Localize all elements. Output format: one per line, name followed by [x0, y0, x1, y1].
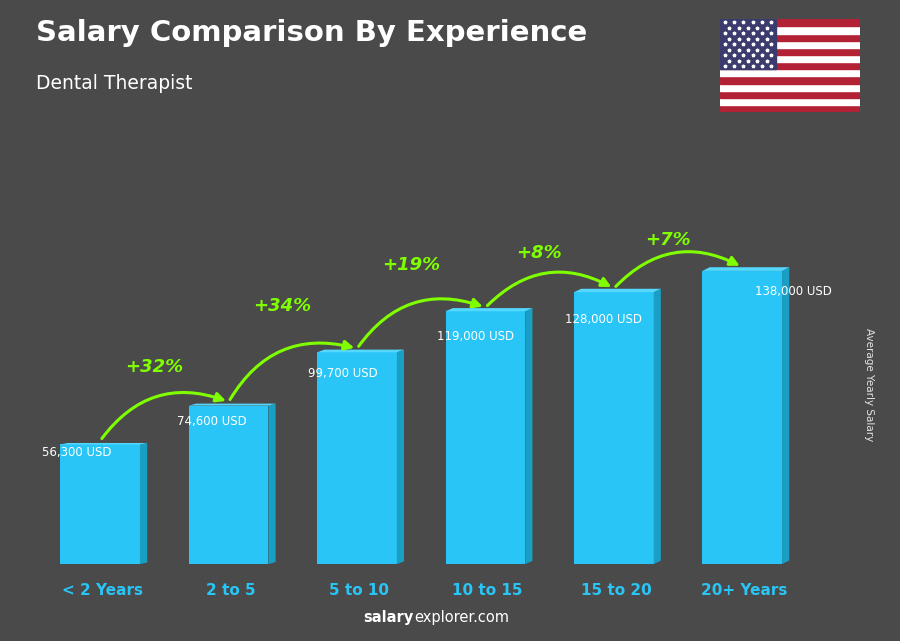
Polygon shape	[574, 288, 661, 292]
Bar	[703, 271, 782, 564]
Text: Salary Comparison By Experience: Salary Comparison By Experience	[36, 19, 587, 47]
Text: 2 to 5: 2 to 5	[206, 583, 256, 597]
Text: +7%: +7%	[645, 231, 690, 249]
Bar	[720, 83, 859, 91]
Text: explorer.com: explorer.com	[414, 610, 509, 625]
Text: < 2 Years: < 2 Years	[62, 583, 143, 597]
Bar	[720, 55, 859, 62]
Polygon shape	[446, 308, 533, 312]
Bar	[720, 26, 859, 33]
Text: 119,000 USD: 119,000 USD	[436, 330, 514, 343]
Polygon shape	[782, 267, 789, 564]
Polygon shape	[140, 443, 148, 564]
Bar	[720, 40, 859, 48]
Bar	[189, 406, 268, 564]
Bar	[60, 444, 140, 564]
Polygon shape	[397, 349, 404, 564]
Text: 56,300 USD: 56,300 USD	[42, 446, 112, 460]
Bar	[720, 105, 859, 112]
Text: +32%: +32%	[125, 358, 184, 376]
FancyArrowPatch shape	[616, 252, 737, 287]
Text: +34%: +34%	[254, 297, 311, 315]
FancyArrowPatch shape	[488, 272, 608, 306]
FancyArrowPatch shape	[230, 342, 351, 399]
Bar	[574, 292, 653, 564]
Bar	[720, 33, 859, 40]
Polygon shape	[317, 349, 404, 353]
Bar	[720, 48, 859, 55]
Bar	[720, 62, 859, 69]
Text: 5 to 10: 5 to 10	[329, 583, 389, 597]
Bar	[446, 312, 526, 564]
Bar	[720, 19, 859, 26]
Polygon shape	[653, 288, 661, 564]
Text: 20+ Years: 20+ Years	[701, 583, 788, 597]
FancyArrowPatch shape	[359, 299, 480, 346]
Text: +19%: +19%	[382, 256, 440, 274]
Text: Dental Therapist: Dental Therapist	[36, 74, 193, 93]
Bar	[317, 353, 397, 564]
Polygon shape	[268, 404, 275, 564]
Bar	[720, 76, 859, 83]
Polygon shape	[60, 443, 148, 444]
Text: 128,000 USD: 128,000 USD	[565, 313, 642, 326]
Text: Average Yearly Salary: Average Yearly Salary	[863, 328, 874, 441]
Text: salary: salary	[364, 610, 414, 625]
Text: 74,600 USD: 74,600 USD	[177, 415, 247, 428]
Text: 99,700 USD: 99,700 USD	[308, 367, 378, 380]
Text: 10 to 15: 10 to 15	[453, 583, 523, 597]
Bar	[720, 19, 776, 69]
Bar	[720, 98, 859, 105]
Polygon shape	[703, 267, 789, 271]
Bar	[720, 91, 859, 98]
Polygon shape	[526, 308, 533, 564]
Text: 15 to 20: 15 to 20	[580, 583, 652, 597]
Bar	[720, 69, 859, 76]
Text: 138,000 USD: 138,000 USD	[755, 285, 832, 298]
FancyArrowPatch shape	[102, 392, 223, 438]
Text: +8%: +8%	[517, 244, 562, 262]
Polygon shape	[189, 404, 275, 406]
